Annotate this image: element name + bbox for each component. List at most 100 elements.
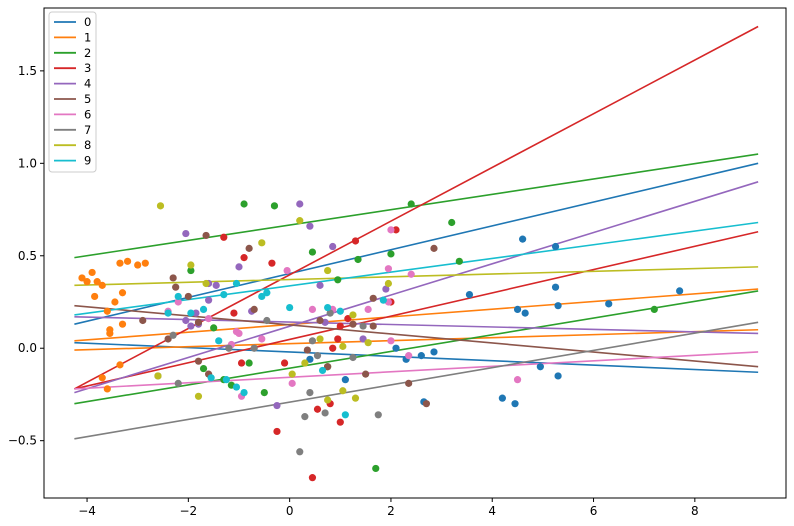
series-0-fit-line2 xyxy=(74,341,759,374)
series-9-point-14 xyxy=(336,307,344,315)
series-6-point-15 xyxy=(174,298,182,306)
series-7-point-0 xyxy=(296,448,304,456)
series-7-point-13 xyxy=(359,322,367,330)
series-3-point-0 xyxy=(392,226,400,234)
series-5-point-5 xyxy=(194,318,203,326)
series-3-point-7 xyxy=(240,254,248,262)
series-9-point-2 xyxy=(164,309,172,317)
series-6-point-12 xyxy=(288,379,296,387)
legend-label-5: 5 xyxy=(84,92,91,106)
series-3-point-11 xyxy=(351,237,360,245)
series-5-point-7 xyxy=(194,357,203,365)
legend-label-2: 2 xyxy=(84,46,91,60)
series-0-point-0 xyxy=(519,235,527,243)
series-9-point-13 xyxy=(324,303,332,312)
series-2-point-17 xyxy=(650,305,658,313)
series-2-point-0 xyxy=(240,200,248,208)
y-tick-label-1: 0.0 xyxy=(18,341,37,355)
series-5-point-2 xyxy=(169,274,177,282)
legend-label-3: 3 xyxy=(84,61,91,75)
legend-label-6: 6 xyxy=(84,107,91,121)
series-8-point-13 xyxy=(351,394,360,402)
series-0-point-13 xyxy=(341,376,349,384)
series-0-point-9 xyxy=(392,344,400,352)
x-axis-ticks: −4 −2 0 2 4 6 8 xyxy=(78,498,699,518)
series-2-point-6 xyxy=(354,255,362,264)
series-0-point-12 xyxy=(430,348,438,356)
series-2-fit-line xyxy=(74,153,759,259)
series-4-point-7 xyxy=(187,322,195,330)
series-2-point-2 xyxy=(407,200,415,208)
series-8-point-4 xyxy=(154,372,162,380)
series-7-point-6 xyxy=(169,331,177,339)
series-2-point-10 xyxy=(260,389,268,397)
series-5-point-10 xyxy=(316,316,324,325)
series-2-point-16 xyxy=(187,266,195,275)
series-9-point-11 xyxy=(286,303,294,312)
series-2-point-9 xyxy=(334,276,342,284)
series-5-point-13 xyxy=(362,370,370,378)
series-4-point-1 xyxy=(296,200,304,208)
series-7-point-14 xyxy=(308,337,317,345)
series-7-point-11 xyxy=(326,309,334,317)
series-0-point-6 xyxy=(513,305,522,313)
x-tick-label-0: −4 xyxy=(78,504,96,518)
axes-frame xyxy=(43,7,787,499)
series-6-point-0 xyxy=(387,226,395,234)
series-2-point-7 xyxy=(308,248,317,256)
series-1-point-11 xyxy=(134,261,142,269)
legend-label-7: 7 xyxy=(84,123,91,137)
series-6-point-5 xyxy=(405,352,413,360)
series-9-point-7 xyxy=(222,376,230,384)
series-8-point-15 xyxy=(339,387,347,395)
y-tick-label-4: 1.5 xyxy=(18,64,37,78)
series-7-point-5 xyxy=(174,379,182,387)
series-8-point-5 xyxy=(194,392,203,400)
series-5-point-19 xyxy=(139,316,147,325)
series-3-point-10 xyxy=(237,359,246,367)
series-0-point-17 xyxy=(498,394,506,402)
series-3-point-2 xyxy=(313,405,322,413)
series-7-point-1 xyxy=(301,413,309,421)
series-9-point-5 xyxy=(232,279,241,288)
series-7-point-9 xyxy=(250,344,258,352)
series-0-point-11 xyxy=(417,352,425,360)
series-2-point-8 xyxy=(372,464,380,473)
series-4-fit-line xyxy=(74,181,759,394)
series-3-point-15 xyxy=(334,335,342,343)
series-7-fit-line xyxy=(74,321,759,440)
series-0-point-7 xyxy=(521,309,529,317)
series-4-point-0 xyxy=(182,229,190,238)
series-1-point-10 xyxy=(123,257,132,265)
series-9-point-12 xyxy=(318,366,327,375)
y-axis-ticks: −0.5 0.0 0.5 1.0 1.5 xyxy=(8,64,44,448)
series-9-point-6 xyxy=(207,374,215,382)
series-8-point-1 xyxy=(296,217,304,225)
series-3-point-1 xyxy=(308,474,317,482)
series-1-point-17 xyxy=(83,278,91,286)
series-5-point-4 xyxy=(184,292,192,301)
series-9-point-0 xyxy=(174,292,182,301)
series-9-point-17 xyxy=(240,389,248,397)
series-0-point-14 xyxy=(306,355,314,363)
series-6-point-4 xyxy=(387,337,395,345)
series-3-point-12 xyxy=(329,344,337,352)
series-9-point-4 xyxy=(215,337,223,345)
series-5-point-1 xyxy=(245,244,253,252)
series-8-point-8 xyxy=(384,279,393,288)
series-1-point-14 xyxy=(116,361,124,369)
series-2-point-4 xyxy=(455,257,463,265)
series-8-point-3 xyxy=(187,261,195,269)
legend: 01 23 456 78 9 xyxy=(48,11,97,173)
series-1-point-1 xyxy=(88,268,96,277)
scatter-points xyxy=(78,200,684,482)
series-8-point-12 xyxy=(324,396,332,404)
series-0-point-3 xyxy=(605,300,613,308)
series-8-point-2 xyxy=(258,239,266,247)
x-tick-label-1: −2 xyxy=(179,504,197,518)
series-5-point-0 xyxy=(202,231,210,240)
series-6-point-17 xyxy=(235,329,243,338)
series-7-point-10 xyxy=(263,316,271,325)
series-7-point-2 xyxy=(306,389,314,397)
